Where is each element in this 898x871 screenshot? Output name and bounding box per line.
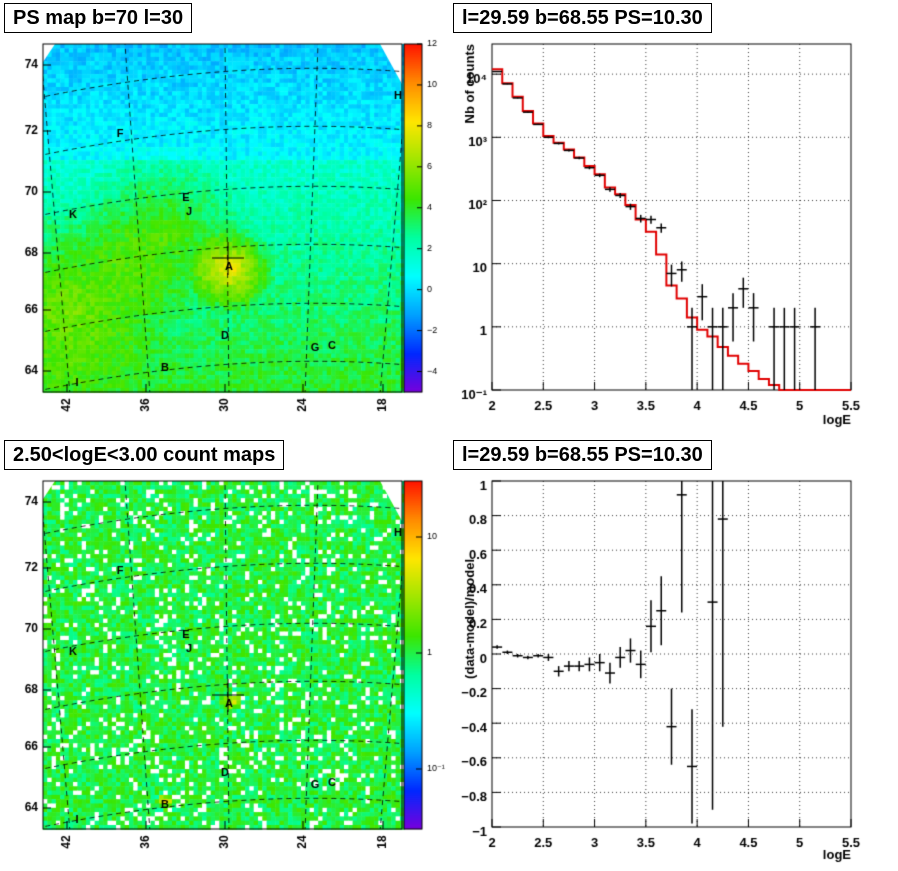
- map-title-top: PS map b=70 l=30: [4, 3, 193, 33]
- spectrum-title-top: l=29.59 b=68.55 PS=10.30: [453, 3, 712, 33]
- residual-title-bottom: l=29.59 b=68.55 PS=10.30: [453, 440, 712, 470]
- map-title-bottom: 2.50<logE<3.00 count maps: [4, 440, 285, 470]
